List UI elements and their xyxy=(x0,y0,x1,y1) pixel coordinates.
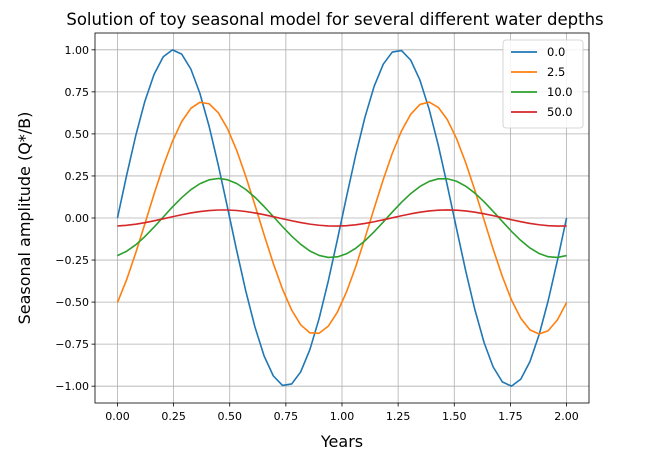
x-ticks: 0.00 0.25 0.50 0.75 1.00 1.25 1.50 1.75 2.00 xyxy=(105,403,579,423)
series-lines xyxy=(116,49,568,387)
legend-label: 0.0 xyxy=(547,45,565,59)
y-tick-label: 1.00 xyxy=(65,44,90,57)
legend-label: 2.5 xyxy=(547,65,565,79)
x-tick-label: 1.25 xyxy=(386,410,411,423)
series-line-0-0 xyxy=(116,49,568,387)
y-tick-label: −0.50 xyxy=(55,296,89,309)
x-tick-label: 1.50 xyxy=(442,410,467,423)
y-ticks: 1.00 0.75 0.50 0.25 0.00 −0.25 −0.50 −0.75 −1.00 xyxy=(55,44,95,393)
y-tick-label: 0.00 xyxy=(65,212,90,225)
chart-title: Solution of toy seasonal model for sever… xyxy=(66,10,603,29)
legend-box xyxy=(502,39,584,129)
x-tick-label: 1.00 xyxy=(330,410,355,423)
x-tick-label: 0.25 xyxy=(161,410,186,423)
series-line-50-0 xyxy=(117,209,567,227)
y-tick-label: 0.25 xyxy=(65,170,90,183)
y-tick-label: −1.00 xyxy=(55,380,89,393)
legend: 0.0 2.5 10.0 50.0 xyxy=(502,39,584,129)
series-line-10-0 xyxy=(117,177,567,259)
y-tick-label: 0.75 xyxy=(65,86,90,99)
x-tick-label: 2.00 xyxy=(554,410,579,423)
series-line-2-5 xyxy=(116,101,568,335)
legend-label: 10.0 xyxy=(547,85,573,99)
x-tick-label: 0.50 xyxy=(217,410,242,423)
x-tick-label: 0.75 xyxy=(274,410,299,423)
x-axis-label: Years xyxy=(320,432,363,451)
y-axis-label: Seasonal amplitude (Q*/B) xyxy=(15,112,34,325)
y-tick-label: −0.25 xyxy=(55,254,89,267)
x-tick-label: 0.00 xyxy=(105,410,130,423)
y-tick-label: −0.75 xyxy=(55,338,89,351)
legend-label: 50.0 xyxy=(547,105,573,119)
y-tick-label: 0.50 xyxy=(65,128,90,141)
x-tick-label: 1.75 xyxy=(498,410,523,423)
